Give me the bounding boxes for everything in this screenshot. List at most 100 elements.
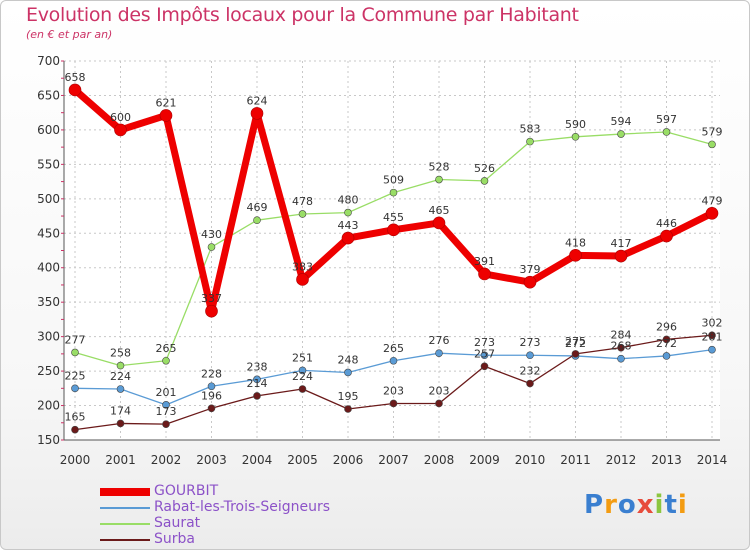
data-point: [571, 133, 580, 141]
data-label: 417: [611, 237, 632, 250]
data-point: [341, 231, 355, 245]
x-tick-label: 2009: [469, 453, 500, 467]
data-point: [614, 249, 628, 263]
x-tick-label: 2014: [697, 453, 728, 467]
data-point: [432, 216, 446, 230]
data-label: 201: [156, 386, 177, 399]
data-label: 173: [156, 405, 177, 418]
plot-area: [64, 61, 720, 440]
data-label: 238: [247, 360, 268, 373]
data-point: [662, 128, 671, 136]
data-point: [435, 175, 443, 184]
logo-letter: i: [677, 490, 688, 520]
data-point: [298, 385, 307, 393]
data-point: [253, 392, 261, 400]
data-label: 265: [156, 342, 177, 355]
data-point: [705, 206, 719, 220]
legend-swatch: [100, 523, 150, 525]
data-point: [253, 375, 261, 384]
data-point: [207, 243, 216, 251]
logo-letter: o: [617, 490, 637, 520]
data-label: 465: [429, 204, 450, 217]
x-tick-label: 2000: [60, 453, 91, 467]
data-label: 579: [702, 125, 723, 138]
data-point: [162, 356, 170, 365]
x-tick-label: 2007: [378, 453, 409, 467]
data-point: [298, 210, 307, 218]
data-label: 430: [201, 228, 222, 241]
data-point: [296, 273, 309, 286]
data-label: 165: [65, 411, 86, 424]
legend-swatch: [100, 507, 150, 509]
data-point: [250, 107, 264, 120]
data-label: 195: [338, 390, 359, 403]
legend-item: Rabat-les-Trois-Seigneurs: [100, 499, 400, 516]
data-label: 257: [474, 347, 495, 360]
x-tick-label: 2004: [242, 453, 273, 467]
data-label: 273: [520, 336, 541, 349]
data-label: 302: [702, 316, 723, 329]
legend-item: Saurat: [100, 515, 400, 532]
data-point: [526, 351, 534, 360]
logo-letter: P: [584, 490, 605, 520]
logo-letter: i: [654, 490, 665, 520]
data-point: [114, 123, 127, 137]
data-label: 478: [292, 195, 313, 208]
data-point: [68, 83, 82, 97]
data-point: [708, 345, 716, 354]
y-tick-label: 450: [37, 226, 60, 240]
x-tick-label: 2002: [151, 453, 182, 467]
data-label: 583: [520, 123, 541, 136]
data-label: 174: [110, 404, 131, 417]
proxiti-logo: Proxiti: [584, 490, 688, 520]
data-label: 391: [474, 255, 495, 268]
y-tick-label: 500: [37, 192, 60, 206]
data-point: [298, 366, 307, 375]
data-label: 224: [292, 370, 313, 383]
x-tick-label: 2003: [196, 453, 227, 467]
data-point: [708, 140, 716, 149]
y-tick-label: 400: [37, 261, 60, 275]
data-point: [435, 349, 443, 357]
data-label: 268: [611, 340, 632, 353]
logo-letter: t: [664, 490, 678, 520]
data-point: [478, 267, 491, 281]
data-label: 276: [429, 334, 450, 347]
y-tick-label: 700: [37, 54, 60, 68]
data-point: [526, 137, 534, 146]
data-label: 214: [247, 377, 268, 390]
data-label: 284: [611, 329, 632, 342]
data-point: [207, 404, 216, 413]
legend-item: GOURBIT: [100, 483, 400, 500]
data-point: [116, 419, 125, 428]
legend-swatch: [100, 488, 150, 496]
data-label: 258: [110, 347, 131, 360]
legend-swatch: [100, 539, 150, 541]
data-point: [162, 401, 170, 409]
y-tick-label: 600: [37, 123, 60, 137]
data-point: [389, 356, 398, 365]
x-tick-label: 2010: [515, 453, 546, 467]
y-tick-label: 200: [37, 399, 60, 413]
data-label: 590: [565, 118, 586, 131]
data-label: 446: [656, 217, 677, 230]
legend-label: Surba: [154, 531, 195, 547]
data-point: [435, 399, 443, 408]
data-label: 594: [611, 115, 632, 128]
y-tick-label: 350: [37, 295, 60, 309]
data-point: [344, 208, 352, 217]
data-label: 526: [474, 162, 495, 175]
x-tick-label: 2001: [105, 453, 136, 467]
data-point: [389, 188, 398, 197]
data-label: 225: [65, 369, 86, 382]
data-label: 277: [65, 333, 86, 346]
y-tick-label: 550: [37, 157, 60, 171]
data-label: 480: [338, 194, 359, 207]
data-label: 621: [156, 96, 177, 109]
data-point: [662, 335, 671, 344]
x-tick-label: 2005: [287, 453, 318, 467]
data-label: 232: [520, 364, 541, 377]
data-label: 272: [656, 337, 677, 350]
data-point: [617, 354, 625, 363]
